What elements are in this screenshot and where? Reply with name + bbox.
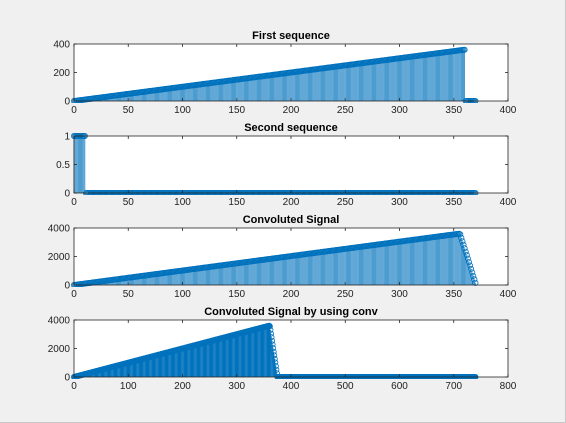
x-tick-label: 150 [228, 105, 245, 116]
x-tick-label: 350 [445, 289, 462, 300]
stem-marker [459, 238, 466, 245]
y-tick-label: 200 [53, 68, 70, 79]
stem-series [71, 230, 479, 287]
series-segment-1 [71, 322, 273, 379]
stem-marker [457, 231, 464, 238]
stem-marker [270, 345, 277, 352]
x-tick-label: 350 [445, 105, 462, 116]
stem-marker [468, 266, 475, 273]
stem-marker [269, 341, 276, 348]
stem-marker [469, 269, 476, 276]
stem-marker [270, 348, 277, 355]
y-tick-label: 400 [53, 40, 70, 51]
series-segment-1 [71, 46, 468, 103]
stem-marker [266, 322, 273, 329]
stem-marker [461, 46, 468, 53]
x-tick-label: 0 [71, 197, 77, 208]
stem-marker [272, 363, 279, 370]
x-tick-label: 800 [500, 381, 517, 392]
x-tick-label: 50 [123, 105, 135, 116]
x-tick-label: 200 [174, 381, 191, 392]
subplot-1: 0 50 100 150 200 250 300 350 400 0 200 400 First seq… [53, 30, 516, 116]
x-tick-label: 350 [445, 197, 462, 208]
stem-marker [273, 366, 280, 373]
subplot-title: Convoluted Signal by using conv [204, 306, 378, 318]
y-tick-label: 0.5 [56, 160, 70, 171]
subplot-3: 0 50 100 150 200 250 300 350 400020004000Convolu… [48, 214, 517, 300]
x-tick-label: 100 [174, 197, 191, 208]
series-segment-2 [457, 231, 479, 286]
stem-marker [470, 272, 477, 279]
x-tick-label: 200 [283, 105, 300, 116]
stem-marker [460, 241, 467, 248]
subplot-title: First sequence [252, 30, 330, 42]
stem-series [71, 46, 479, 103]
y-tick-label: 2000 [48, 252, 71, 263]
x-tick-label: 100 [120, 381, 137, 392]
stem-marker [268, 334, 275, 341]
stem-marker [472, 279, 479, 286]
stem-marker [271, 352, 278, 359]
y-tick-label: 0 [64, 189, 70, 200]
x-tick-label: 300 [391, 289, 408, 300]
x-tick-label: 100 [174, 289, 191, 300]
x-tick-label: 100 [174, 105, 191, 116]
stem-marker [463, 252, 470, 259]
y-tick-label: 4000 [48, 224, 71, 235]
subplot-title: Second sequence [244, 122, 338, 134]
subplot-2: 0 50 100 150 200 250 300 350 400 0 0.5 1 Second sequ… [56, 122, 517, 208]
series-segment-1 [71, 230, 463, 287]
x-tick-label: 0 [71, 289, 77, 300]
subplot-title: Convoluted Signal [243, 214, 340, 226]
x-tick-label: 300 [391, 105, 408, 116]
x-tick-label: 150 [228, 289, 245, 300]
x-tick-label: 400 [500, 197, 517, 208]
x-tick-label: 400 [500, 289, 517, 300]
stem-marker [458, 234, 465, 241]
stem-marker [462, 248, 469, 255]
x-tick-label: 50 [123, 289, 135, 300]
stem-marker [267, 327, 274, 334]
x-tick-label: 250 [337, 105, 354, 116]
x-tick-label: 300 [228, 381, 245, 392]
x-tick-label: 500 [337, 381, 354, 392]
x-tick-label: 700 [445, 381, 462, 392]
x-tick-label: 150 [228, 197, 245, 208]
x-tick-label: 200 [283, 197, 300, 208]
y-tick-label: 0 [64, 281, 70, 292]
stem-marker [269, 337, 276, 344]
stem-marker [464, 255, 471, 262]
x-tick-label: 0 [71, 381, 77, 392]
x-tick-label: 0 [71, 105, 77, 116]
x-tick-label: 400 [500, 105, 517, 116]
stem-marker [465, 259, 472, 266]
stem-marker [271, 355, 278, 362]
axes-background [74, 136, 508, 193]
y-tick-label: 0 [64, 373, 70, 384]
y-tick-label: 1 [64, 132, 70, 143]
x-tick-label: 600 [391, 381, 408, 392]
y-tick-label: 0 [64, 97, 70, 108]
subplot-4: 0 100 200 300 400 500 600 700 800 0 2000 4000 Convol… [48, 306, 517, 392]
x-tick-label: 400 [283, 381, 300, 392]
x-tick-label: 50 [123, 197, 135, 208]
stem-marker [467, 262, 474, 269]
stem-marker [461, 245, 468, 252]
y-tick-label: 2000 [48, 344, 71, 355]
x-tick-label: 250 [337, 197, 354, 208]
stem-marker [267, 330, 274, 337]
x-tick-label: 200 [283, 289, 300, 300]
stem-marker [272, 359, 279, 366]
x-tick-label: 250 [337, 289, 354, 300]
stem-marker [266, 323, 273, 330]
x-tick-label: 300 [391, 197, 408, 208]
y-tick-label: 4000 [48, 316, 71, 327]
stem-marker [471, 276, 478, 283]
